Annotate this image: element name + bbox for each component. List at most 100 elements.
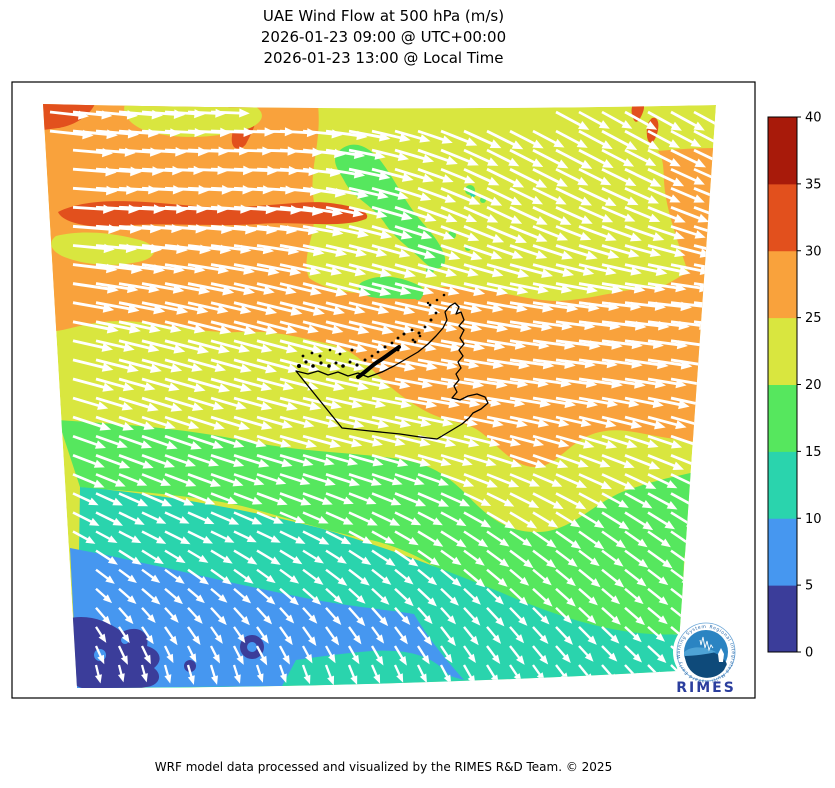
wind-arrow — [210, 434, 245, 448]
wind-arrow — [509, 453, 547, 469]
wind-arrow — [532, 626, 549, 644]
wind-arrow — [302, 320, 344, 334]
wind-arrow — [324, 664, 335, 686]
wind-arrow — [440, 645, 453, 664]
wind-arrow — [440, 626, 456, 647]
colorbar-tick-label: 30 — [805, 244, 822, 259]
wind-arrow — [555, 530, 582, 550]
wind-arrow — [72, 320, 119, 334]
wind-arrow — [486, 606, 505, 627]
logo-lighthouse — [718, 648, 724, 662]
wind-arrow — [209, 664, 218, 685]
wind-arrow — [394, 377, 433, 389]
wind-arrow — [210, 301, 252, 315]
wind-arrow — [72, 415, 112, 431]
wind-arrow — [463, 645, 476, 664]
wind-arrow — [118, 492, 149, 507]
wind-arrow — [486, 626, 502, 644]
wind-arrow — [233, 606, 250, 626]
wind-arrow — [532, 148, 569, 169]
island-dot — [435, 298, 439, 302]
wind-arrow — [647, 415, 687, 430]
wind-arrow — [141, 377, 180, 392]
wind-arrow — [578, 626, 597, 645]
uae-border-outline — [295, 302, 489, 440]
island-dot — [304, 360, 308, 364]
wind-arrow — [624, 110, 658, 130]
wind-arrow — [95, 415, 134, 431]
wind-arrow — [370, 664, 381, 684]
wind-arrow — [302, 473, 336, 486]
speed-dot — [184, 660, 196, 672]
wind-arrow — [371, 587, 390, 605]
wind-arrow — [348, 244, 388, 258]
wind-arrow — [72, 473, 105, 488]
wind-arrow — [279, 396, 322, 411]
wind-arrow — [163, 645, 174, 664]
wind-arrow — [233, 549, 258, 565]
wind-arrow — [371, 568, 392, 585]
wind-arrow — [371, 205, 413, 221]
wind-arrow — [164, 358, 203, 372]
wind-arrow — [371, 225, 413, 240]
wind-arrow — [486, 511, 516, 529]
wind-arrow — [624, 645, 643, 663]
wind-arrow — [94, 645, 105, 665]
wind-arrow — [647, 263, 691, 276]
wind-arrow — [187, 587, 205, 604]
wind-arrow — [624, 396, 664, 409]
wind-arrow — [647, 244, 686, 258]
wind-arrow — [486, 434, 522, 447]
wind-arrow — [279, 282, 322, 296]
wind-arrow — [555, 454, 589, 468]
wind-arrow — [647, 587, 669, 606]
wind-arrow — [72, 377, 115, 392]
wind-arrow — [670, 187, 705, 203]
wind-arrow — [347, 645, 360, 665]
wind-arrow — [578, 530, 605, 550]
wind-arrow — [141, 473, 171, 486]
wind-arrow — [163, 664, 172, 684]
island-dot — [328, 348, 332, 352]
wind-arrow — [325, 339, 368, 353]
wind-arrow — [72, 434, 106, 449]
wind-arrow — [256, 473, 287, 485]
uae-coastline — [295, 293, 489, 440]
wind-arrow — [417, 568, 438, 586]
wind-arrow — [670, 129, 702, 147]
wind-arrow — [532, 225, 569, 241]
wind-arrow — [371, 167, 414, 182]
wind-arrow — [187, 320, 232, 335]
wind-arrow — [417, 358, 458, 370]
wind-arrow — [555, 244, 598, 260]
wind-arrow — [187, 492, 216, 505]
wind-arrow — [601, 530, 626, 549]
wind-arrow — [601, 187, 639, 206]
wind-arrow — [647, 167, 685, 187]
wind-arrow — [578, 187, 617, 206]
wind-arrow — [233, 530, 257, 543]
wind-arrow — [164, 415, 200, 430]
wind-arrow — [348, 205, 388, 219]
island-dot — [418, 334, 422, 338]
wind-arrow — [463, 492, 492, 507]
wind-arrow — [348, 282, 392, 297]
wind-arrow — [94, 664, 102, 684]
wind-arrow — [601, 244, 640, 258]
wind-arrow — [601, 148, 635, 167]
wind-arrow — [509, 415, 550, 428]
wind-arrow — [647, 626, 666, 642]
wind-arrow — [601, 434, 638, 449]
wind-arrow — [141, 492, 173, 507]
wind-arrow — [210, 626, 223, 644]
wind-arrow — [532, 263, 574, 277]
wind-arrow — [647, 511, 675, 530]
wind-arrow — [278, 645, 290, 665]
wind-arrow — [532, 434, 570, 448]
wind-arrow — [555, 568, 576, 587]
wind-arrow — [164, 320, 206, 334]
wind-arrow — [624, 263, 668, 277]
wind-arrow — [624, 206, 661, 223]
wind-arrow — [624, 606, 645, 626]
